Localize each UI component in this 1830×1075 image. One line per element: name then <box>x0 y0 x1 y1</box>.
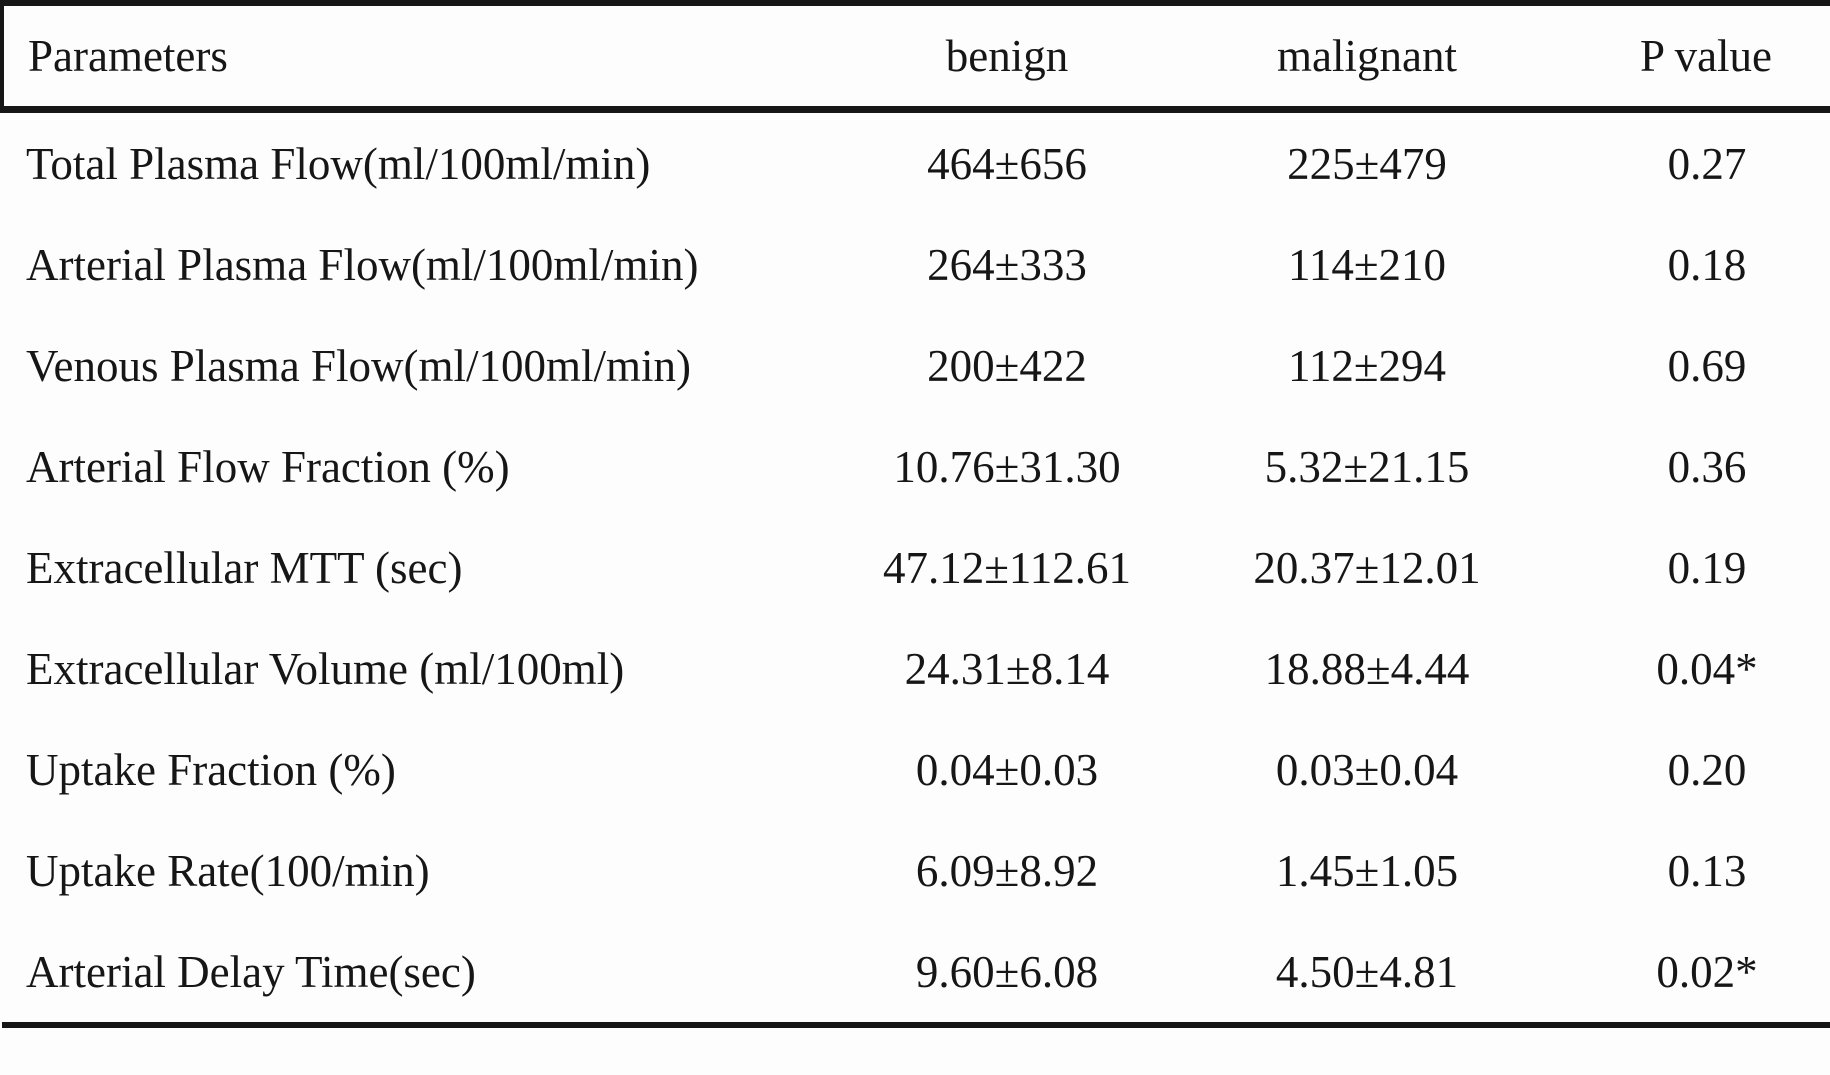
table-header: Parameters benign malignant P value <box>0 3 1830 113</box>
cell-p-value: 0.13 <box>1667 845 1747 896</box>
table-row: Arterial Delay Time(sec) 9.60±6.08 4.50±4.… <box>2 921 1830 1025</box>
cell-p-value: 0.69 <box>1667 340 1747 391</box>
cell-benign: 10.76±31.30 <box>893 441 1121 492</box>
table-row: Uptake Rate(100/min) 6.09±8.92 1.45±1.05 0.… <box>2 820 1830 921</box>
cell-malignant: 112±294 <box>1287 340 1447 391</box>
cell-malignant: 225±479 <box>1287 138 1447 189</box>
table-row: Extracellular MTT (sec) 47.12±112.61 20.37… <box>2 517 1830 618</box>
cell-benign: 47.12±112.61 <box>882 542 1132 593</box>
cell-malignant: 114±210 <box>1287 239 1447 290</box>
cell-parameter: Venous Plasma Flow(ml/100ml/min) <box>26 340 692 391</box>
cell-malignant: 0.03±0.04 <box>1275 744 1459 795</box>
cell-benign: 9.60±6.08 <box>915 946 1099 997</box>
cell-p-value: 0.18 <box>1667 239 1747 290</box>
header-p-value: P value <box>1582 3 1830 113</box>
table-row: Arterial Plasma Flow(ml/100ml/min) 264±33… <box>2 214 1830 315</box>
cell-parameter: Arterial Delay Time(sec) <box>26 946 476 997</box>
header-benign: benign <box>862 3 1152 113</box>
header-parameters: Parameters <box>0 3 862 113</box>
cell-benign: 264±333 <box>927 239 1087 290</box>
cell-benign: 200±422 <box>927 340 1087 391</box>
header-malignant: malignant <box>1152 3 1582 113</box>
cell-parameter: Uptake Fraction (%) <box>26 744 396 795</box>
cell-benign: 464±656 <box>927 138 1087 189</box>
cell-malignant: 4.50±4.81 <box>1275 946 1459 997</box>
cell-malignant: 18.88±4.44 <box>1264 643 1470 694</box>
cell-benign: 6.09±8.92 <box>915 845 1099 896</box>
cell-parameter: Uptake Rate(100/min) <box>26 845 430 896</box>
cell-p-value: 0.36 <box>1667 441 1747 492</box>
parameters-table: Parameters benign malignant P value Tota… <box>0 0 1830 1028</box>
cell-malignant: 1.45±1.05 <box>1275 845 1459 896</box>
cell-p-value: 0.20 <box>1667 744 1747 795</box>
cell-parameter: Extracellular MTT (sec) <box>26 542 463 593</box>
cell-parameter: Arterial Plasma Flow(ml/100ml/min) <box>26 239 699 290</box>
cell-p-value: 0.02* <box>1656 946 1758 997</box>
cell-parameter: Arterial Flow Fraction (%) <box>26 441 510 492</box>
cell-malignant: 20.37±12.01 <box>1253 542 1481 593</box>
header-row: Parameters benign malignant P value <box>0 3 1830 113</box>
cell-benign: 0.04±0.03 <box>915 744 1099 795</box>
cell-parameter: Extracellular Volume (ml/100ml) <box>26 643 625 694</box>
cell-p-value: 0.27 <box>1667 138 1747 189</box>
cell-p-value: 0.19 <box>1667 542 1747 593</box>
table-body: Total Plasma Flow(ml/100ml/min) 464±656 22… <box>2 110 1830 1026</box>
cell-benign: 24.31±8.14 <box>904 643 1110 694</box>
cell-malignant: 5.32±21.15 <box>1264 441 1470 492</box>
table-row: Arterial Flow Fraction (%) 10.76±31.30 5.3… <box>2 416 1830 517</box>
cell-p-value: 0.04* <box>1656 643 1758 694</box>
cell-parameter: Total Plasma Flow(ml/100ml/min) <box>26 138 651 189</box>
table-row: Uptake Fraction (%) 0.04±0.03 0.03±0.04 0.2… <box>2 719 1830 820</box>
table-row: Total Plasma Flow(ml/100ml/min) 464±656 22… <box>2 110 1830 215</box>
table-row: Venous Plasma Flow(ml/100ml/min) 200±422 1… <box>2 315 1830 416</box>
table-row: Extracellular Volume (ml/100ml) 24.31±8.1… <box>2 618 1830 719</box>
